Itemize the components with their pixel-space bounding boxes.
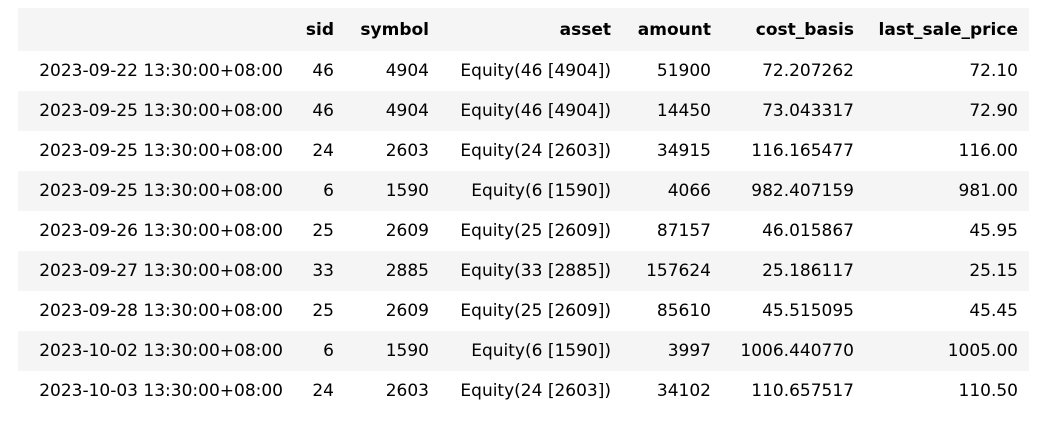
cell-cost-basis: 46.015867 bbox=[762, 221, 854, 241]
column-header-sid: sid bbox=[294, 8, 345, 51]
table-row: 2023-10-02 13:30:00+08:00 6 1590 Equity(6 [… bbox=[18, 331, 1029, 371]
column-header-asset: asset bbox=[440, 8, 622, 51]
table-row: 2023-09-28 13:30:00+08:00 25 2609 Equity(25… bbox=[18, 291, 1029, 331]
dataframe-table: sid symbol asset amount cost_basis last_… bbox=[18, 8, 1029, 411]
cell-symbol: 4904 bbox=[385, 101, 429, 121]
cell-cost-basis: 110.657517 bbox=[751, 381, 854, 401]
cell-sid: 46 bbox=[312, 101, 334, 121]
cell-amount: 34102 bbox=[656, 381, 711, 401]
cell-sid: 46 bbox=[312, 61, 334, 81]
cell-last-sale-price: 45.45 bbox=[969, 301, 1018, 321]
cell-last-sale-price: 72.10 bbox=[969, 61, 1018, 81]
cell-last-sale-price: 72.90 bbox=[969, 101, 1018, 121]
cell-asset: Equity(24 [2603]) bbox=[460, 381, 611, 401]
table-row: 2023-09-26 13:30:00+08:00 25 2609 Equity(25… bbox=[18, 211, 1029, 251]
cell-cost-basis: 72.207262 bbox=[762, 61, 854, 81]
cell-symbol: 1590 bbox=[385, 181, 429, 201]
cell-symbol: 2609 bbox=[385, 221, 429, 241]
table-body: 2023-09-22 13:30:00+08:00 46 4904 Equity(46… bbox=[18, 51, 1029, 411]
cell-last-sale-price: 981.00 bbox=[958, 181, 1018, 201]
row-index-timestamp: 2023-10-03 13:30:00+08:00 bbox=[39, 381, 283, 401]
cell-symbol: 2885 bbox=[385, 261, 429, 281]
column-header-symbol: symbol bbox=[345, 8, 440, 51]
cell-symbol: 1590 bbox=[385, 341, 429, 361]
header-row: sid symbol asset amount cost_basis last_… bbox=[18, 8, 1029, 51]
cell-last-sale-price: 25.15 bbox=[969, 261, 1018, 281]
column-header-amount: amount bbox=[622, 8, 722, 51]
table-row: 2023-09-25 13:30:00+08:00 24 2603 Equity(24… bbox=[18, 131, 1029, 171]
table-row: 2023-10-03 13:30:00+08:00 24 2603 Equity(24… bbox=[18, 371, 1029, 411]
cell-asset: Equity(25 [2609]) bbox=[460, 301, 611, 321]
table-row: 2023-09-22 13:30:00+08:00 46 4904 Equity(46… bbox=[18, 51, 1029, 91]
cell-asset: Equity(24 [2603]) bbox=[460, 141, 611, 161]
cell-asset: Equity(25 [2609]) bbox=[460, 221, 611, 241]
row-index-timestamp: 2023-09-27 13:30:00+08:00 bbox=[39, 261, 283, 281]
cell-asset: Equity(6 [1590]) bbox=[471, 341, 611, 361]
row-index-timestamp: 2023-09-26 13:30:00+08:00 bbox=[39, 221, 283, 241]
dataframe-output: sid symbol asset amount cost_basis last_… bbox=[18, 8, 1029, 411]
cell-cost-basis: 116.165477 bbox=[751, 141, 854, 161]
cell-last-sale-price: 45.95 bbox=[969, 221, 1018, 241]
cell-asset: Equity(46 [4904]) bbox=[460, 61, 611, 81]
cell-cost-basis: 25.186117 bbox=[762, 261, 854, 281]
cell-sid: 6 bbox=[323, 341, 334, 361]
cell-asset: Equity(33 [2885]) bbox=[460, 261, 611, 281]
row-index-timestamp: 2023-10-02 13:30:00+08:00 bbox=[39, 341, 283, 361]
cell-last-sale-price: 110.50 bbox=[958, 381, 1018, 401]
cell-cost-basis: 1006.440770 bbox=[740, 341, 854, 361]
cell-sid: 33 bbox=[312, 261, 334, 281]
cell-asset: Equity(46 [4904]) bbox=[460, 101, 611, 121]
table-row: 2023-09-27 13:30:00+08:00 33 2885 Equity(33… bbox=[18, 251, 1029, 291]
cell-amount: 14450 bbox=[656, 101, 711, 121]
cell-symbol: 2603 bbox=[385, 381, 429, 401]
table-row: 2023-09-25 13:30:00+08:00 46 4904 Equity(46… bbox=[18, 91, 1029, 131]
cell-cost-basis: 982.407159 bbox=[751, 181, 854, 201]
cell-last-sale-price: 1005.00 bbox=[947, 341, 1018, 361]
index-header bbox=[18, 8, 294, 51]
cell-sid: 25 bbox=[312, 221, 334, 241]
cell-last-sale-price: 116.00 bbox=[958, 141, 1018, 161]
row-index-timestamp: 2023-09-25 13:30:00+08:00 bbox=[39, 181, 283, 201]
column-header-last-sale-price: last_sale_price bbox=[865, 8, 1029, 51]
row-index-timestamp: 2023-09-25 13:30:00+08:00 bbox=[39, 101, 283, 121]
cell-cost-basis: 45.515095 bbox=[762, 301, 854, 321]
cell-amount: 34915 bbox=[656, 141, 711, 161]
cell-symbol: 2609 bbox=[385, 301, 429, 321]
cell-amount: 85610 bbox=[656, 301, 711, 321]
row-index-timestamp: 2023-09-28 13:30:00+08:00 bbox=[39, 301, 283, 321]
table-header: sid symbol asset amount cost_basis last_… bbox=[18, 8, 1029, 51]
cell-amount: 157624 bbox=[646, 261, 711, 281]
cell-symbol: 2603 bbox=[385, 141, 429, 161]
cell-symbol: 4904 bbox=[385, 61, 429, 81]
cell-amount: 51900 bbox=[656, 61, 711, 81]
cell-sid: 6 bbox=[323, 181, 334, 201]
cell-sid: 24 bbox=[312, 381, 334, 401]
cell-cost-basis: 73.043317 bbox=[762, 101, 854, 121]
cell-amount: 4066 bbox=[667, 181, 711, 201]
column-header-cost-basis: cost_basis bbox=[722, 8, 865, 51]
row-index-timestamp: 2023-09-25 13:30:00+08:00 bbox=[39, 141, 283, 161]
row-index-timestamp: 2023-09-22 13:30:00+08:00 bbox=[39, 61, 283, 81]
cell-amount: 87157 bbox=[656, 221, 711, 241]
cell-amount: 3997 bbox=[667, 341, 711, 361]
table-row: 2023-09-25 13:30:00+08:00 6 1590 Equity(6 [… bbox=[18, 171, 1029, 211]
cell-sid: 24 bbox=[312, 141, 334, 161]
cell-asset: Equity(6 [1590]) bbox=[471, 181, 611, 201]
cell-sid: 25 bbox=[312, 301, 334, 321]
